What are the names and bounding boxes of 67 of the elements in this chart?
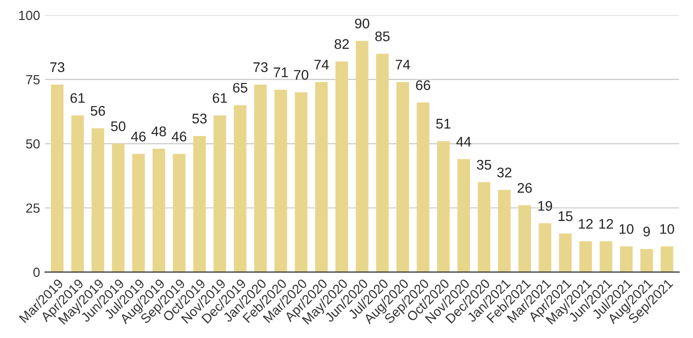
y-tick-label: 100 [19,10,40,20]
bar [71,115,84,272]
bar [214,115,226,272]
bar [660,246,674,272]
bar [335,61,348,272]
bar [457,159,470,272]
y-tick-label: 25 [26,203,40,213]
bar [498,190,511,272]
data-label: 46 [131,132,146,142]
data-label: 85 [375,31,390,42]
data-label: 10 [620,224,634,234]
data-label: 61 [212,93,227,103]
data-label: 19 [538,200,552,211]
bar [396,82,410,272]
data-label: 82 [334,39,349,49]
bar [600,241,612,272]
data-label: 12 [578,218,593,229]
data-label: 73 [253,62,268,72]
data-label: 10 [660,224,674,234]
data-label: 53 [192,114,207,124]
bar [478,182,490,272]
data-label: 74 [396,60,410,70]
bar [356,40,368,272]
bar [172,154,186,272]
data-label: 73 [50,62,64,72]
bar [50,84,64,272]
data-label: 56 [90,106,105,116]
y-tick-label: 0 [33,268,40,277]
data-label: 9 [643,226,650,237]
data-label: 44 [456,136,472,146]
data-label: 12 [599,218,614,229]
data-label: 26 [518,183,532,193]
bar [274,90,288,272]
data-label: 32 [497,168,512,178]
data-label: 15 [558,211,572,222]
bar [620,246,633,272]
bar [254,84,267,272]
bar [437,141,450,272]
data-label: 61 [70,93,85,103]
data-label: 46 [172,132,186,142]
bar [559,234,572,272]
bar [376,54,389,272]
data-label: 71 [274,68,288,78]
bar [579,241,592,272]
data-label: 35 [476,160,492,170]
bar [193,136,206,272]
bar [416,102,430,272]
bar [132,154,145,272]
bar [152,148,166,272]
y-tick-label: 75 [26,75,40,84]
data-label: 65 [233,82,248,93]
data-label: 66 [416,80,430,90]
data-label: 90 [355,18,370,28]
bar [294,92,308,272]
bar [518,205,531,272]
data-label: 50 [111,121,126,132]
bar [112,144,125,272]
data-label: 48 [151,126,166,136]
bar [315,82,328,272]
data-label: 70 [294,70,308,80]
bar [234,105,246,272]
y-tick-label: 50 [26,139,40,149]
bar [92,128,104,272]
data-label: 51 [436,118,450,129]
bar [538,223,552,272]
bar [640,248,653,272]
data-label: 74 [314,60,329,70]
